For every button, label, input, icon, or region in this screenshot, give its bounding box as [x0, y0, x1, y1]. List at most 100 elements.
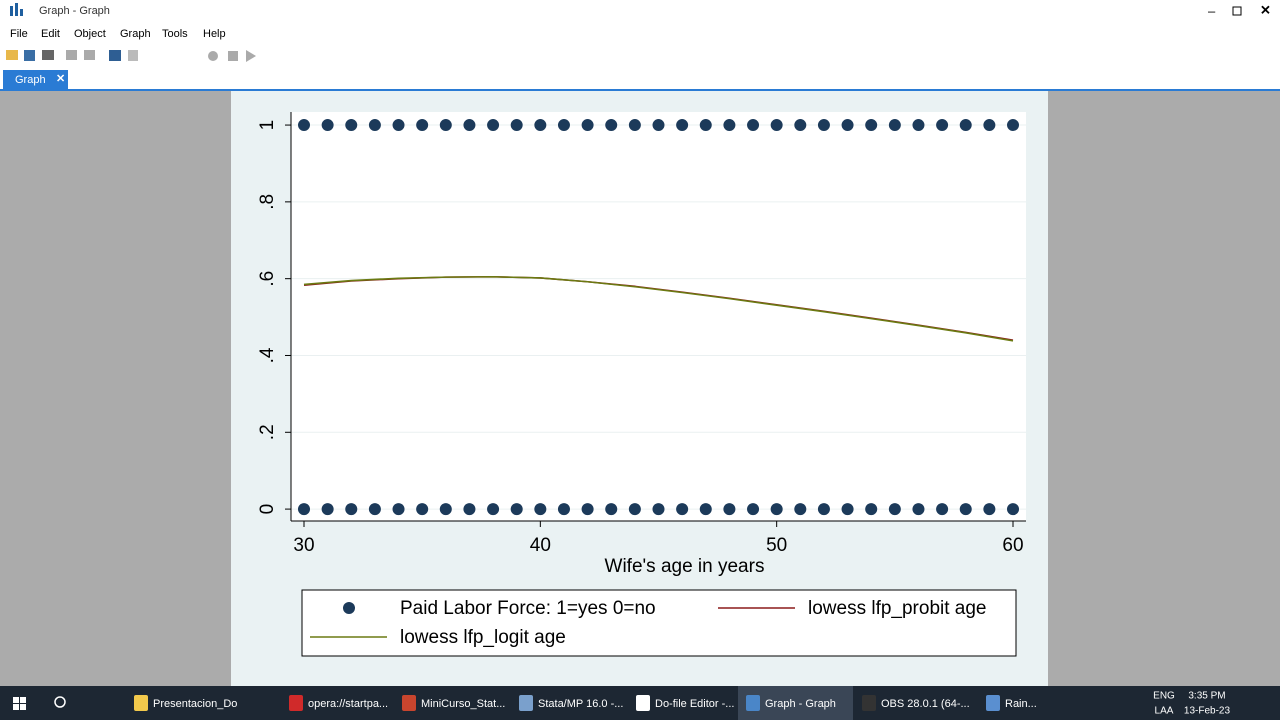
point — [841, 119, 854, 132]
point — [628, 119, 641, 132]
point — [510, 119, 523, 132]
menu-item[interactable]: Object — [74, 28, 106, 40]
tab-label: Graph — [15, 74, 46, 86]
taskbar-icon — [134, 695, 148, 711]
taskbar-item[interactable]: MiniCurso_Stat... — [421, 698, 505, 710]
taskbar-icon — [402, 695, 416, 711]
point — [936, 503, 949, 516]
legend — [301, 589, 1017, 657]
point — [368, 503, 381, 516]
point — [487, 119, 500, 132]
tab-underline — [0, 89, 1280, 91]
point — [416, 119, 429, 132]
point — [392, 119, 405, 132]
start-icon[interactable] — [13, 704, 19, 710]
record-icon[interactable] — [208, 51, 218, 61]
open-icon[interactable] — [6, 50, 18, 60]
tab[interactable] — [3, 70, 68, 90]
point — [463, 119, 476, 132]
point — [888, 119, 901, 132]
taskbar-item[interactable]: OBS 28.0.1 (64-... — [881, 698, 970, 710]
point — [865, 503, 878, 516]
menu-item[interactable]: File — [10, 28, 28, 40]
taskbar-icon — [636, 695, 650, 711]
point — [557, 503, 570, 516]
taskbar-item[interactable]: opera://startpa... — [308, 698, 388, 710]
y-tick-label: 0 — [257, 504, 278, 515]
point — [747, 503, 760, 516]
point — [439, 119, 452, 132]
save-icon[interactable] — [24, 50, 35, 61]
point — [817, 503, 830, 516]
play-icon[interactable] — [246, 50, 256, 62]
start-icon[interactable] — [20, 697, 26, 703]
search-icon[interactable] — [54, 696, 66, 708]
point — [912, 503, 925, 516]
menu-item[interactable]: Tools — [162, 28, 188, 40]
point — [723, 119, 736, 132]
minimize[interactable]: – — [1208, 3, 1216, 18]
point — [959, 503, 972, 516]
app-icon — [15, 3, 18, 16]
toolbar — [6, 50, 256, 62]
copy-icon[interactable] — [66, 50, 77, 60]
app-icon — [20, 9, 23, 16]
y-tick-label: .6 — [257, 271, 278, 287]
close[interactable]: ✕ — [1260, 2, 1271, 17]
point — [676, 503, 689, 516]
point — [439, 503, 452, 516]
taskbar-icon — [746, 695, 760, 711]
edit-icon[interactable] — [128, 50, 138, 61]
point — [723, 503, 736, 516]
window-chrome — [0, 0, 1280, 90]
taskbar-icon — [519, 695, 533, 711]
point — [676, 119, 689, 132]
print-icon[interactable] — [42, 50, 54, 60]
point — [983, 119, 996, 132]
graph-icon[interactable] — [109, 50, 121, 61]
menu-item[interactable]: Help — [203, 28, 226, 40]
legend-label: lowess lfp_logit age — [400, 627, 566, 648]
taskbar-item[interactable]: Stata/MP 16.0 -... — [538, 698, 623, 710]
window-title: Graph - Graph — [39, 5, 110, 17]
point — [794, 119, 807, 132]
point — [770, 503, 783, 516]
restore[interactable] — [1232, 6, 1242, 16]
legend-label: lowess lfp_probit age — [808, 598, 987, 619]
point — [959, 119, 972, 132]
taskbar-date: 13-Feb-23 — [1184, 706, 1231, 717]
taskbar-icon — [289, 695, 303, 711]
rename-icon[interactable] — [84, 50, 95, 60]
taskbar-item[interactable]: Rain... — [1005, 698, 1037, 710]
x-tick-label: 30 — [293, 535, 314, 556]
point — [321, 119, 334, 132]
point — [297, 503, 310, 516]
taskbar-lang: LAA — [1155, 706, 1174, 717]
point — [699, 503, 712, 516]
taskbar-icon — [862, 695, 876, 711]
point — [297, 119, 310, 132]
legend-marker — [343, 602, 355, 614]
start-icon[interactable] — [13, 697, 19, 703]
taskbar-item[interactable]: Do-file Editor -... — [655, 698, 734, 710]
point — [652, 119, 665, 132]
taskbar-item[interactable]: Graph - Graph — [765, 698, 836, 710]
y-tick-label: 1 — [257, 120, 278, 131]
pause-icon[interactable] — [228, 51, 238, 61]
point — [581, 503, 594, 516]
plot-region — [291, 112, 1026, 521]
point — [487, 503, 500, 516]
point — [817, 119, 830, 132]
point — [983, 503, 996, 516]
tab-close[interactable]: ✕ — [56, 73, 65, 85]
y-tick-label: .4 — [257, 347, 278, 363]
start-icon[interactable] — [20, 704, 26, 710]
point — [1007, 503, 1020, 516]
taskbar-item[interactable]: Presentacion_Do — [153, 698, 237, 710]
menu-item[interactable]: Edit — [41, 28, 60, 40]
app-icon — [10, 6, 13, 16]
point — [912, 119, 925, 132]
point — [368, 119, 381, 132]
menu-item[interactable]: Graph — [120, 28, 151, 40]
